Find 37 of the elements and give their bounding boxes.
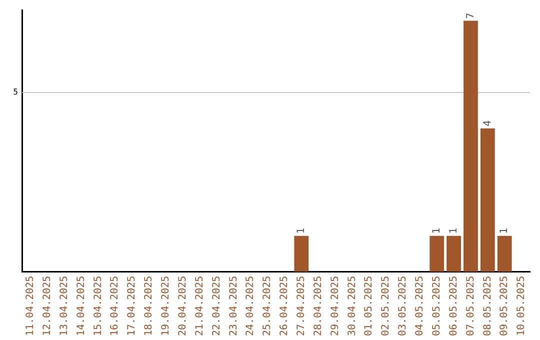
x-tick-label: 19.04.2025 [160,276,172,336]
data-label: 1 [431,228,442,234]
ref-line-label: 5 [13,88,18,97]
x-tick-label: 12.04.2025 [42,276,53,336]
x-tick-label: 29.04.2025 [330,276,341,336]
x-tick-label: 26.04.2025 [279,276,290,336]
x-tick-label: 17.04.2025 [126,276,138,336]
data-label: 1 [296,228,307,234]
x-tick-label: 01.05.2025 [364,276,375,336]
data-label: 1 [448,228,460,234]
x-tick-label: 20.04.2025 [177,276,188,336]
x-tick-label: 25.04.2025 [262,276,274,336]
x-tick-label: 02.05.2025 [380,276,392,336]
x-tick-label: 28.04.2025 [312,276,324,336]
x-tick-label: 22.04.2025 [211,276,222,336]
x-tick-label: 11.04.2025 [25,276,36,336]
data-label: 7 [465,12,476,19]
x-tick-label: 14.04.2025 [76,276,87,336]
data-label: 1 [499,228,510,234]
x-tick-label: 30.04.2025 [346,276,358,336]
x-tick-label: 10.05.2025 [516,276,528,336]
x-tick-label: 23.04.2025 [228,276,240,336]
x-tick-label: 03.05.2025 [398,276,409,336]
x-tick-label: 07.05.2025 [465,276,476,336]
x-tick-label: 18.04.2025 [144,276,155,336]
x-tick-label: 21.04.2025 [194,276,206,336]
x-tick-label: 27.04.2025 [296,276,307,336]
x-tick-label: 09.05.2025 [499,276,510,336]
x-tick-label: 05.05.2025 [431,276,442,336]
x-tick-label: 13.04.2025 [58,276,70,336]
x-tick-label: 04.05.2025 [414,276,426,336]
x-tick-label: 15.04.2025 [92,276,104,336]
x-tick-label: 08.05.2025 [482,276,494,336]
x-tick-label: 06.05.2025 [448,276,460,336]
x-tick-label: 16.04.2025 [110,276,121,336]
data-label: 4 [482,120,494,126]
x-tick-label: 24.04.2025 [245,276,256,336]
